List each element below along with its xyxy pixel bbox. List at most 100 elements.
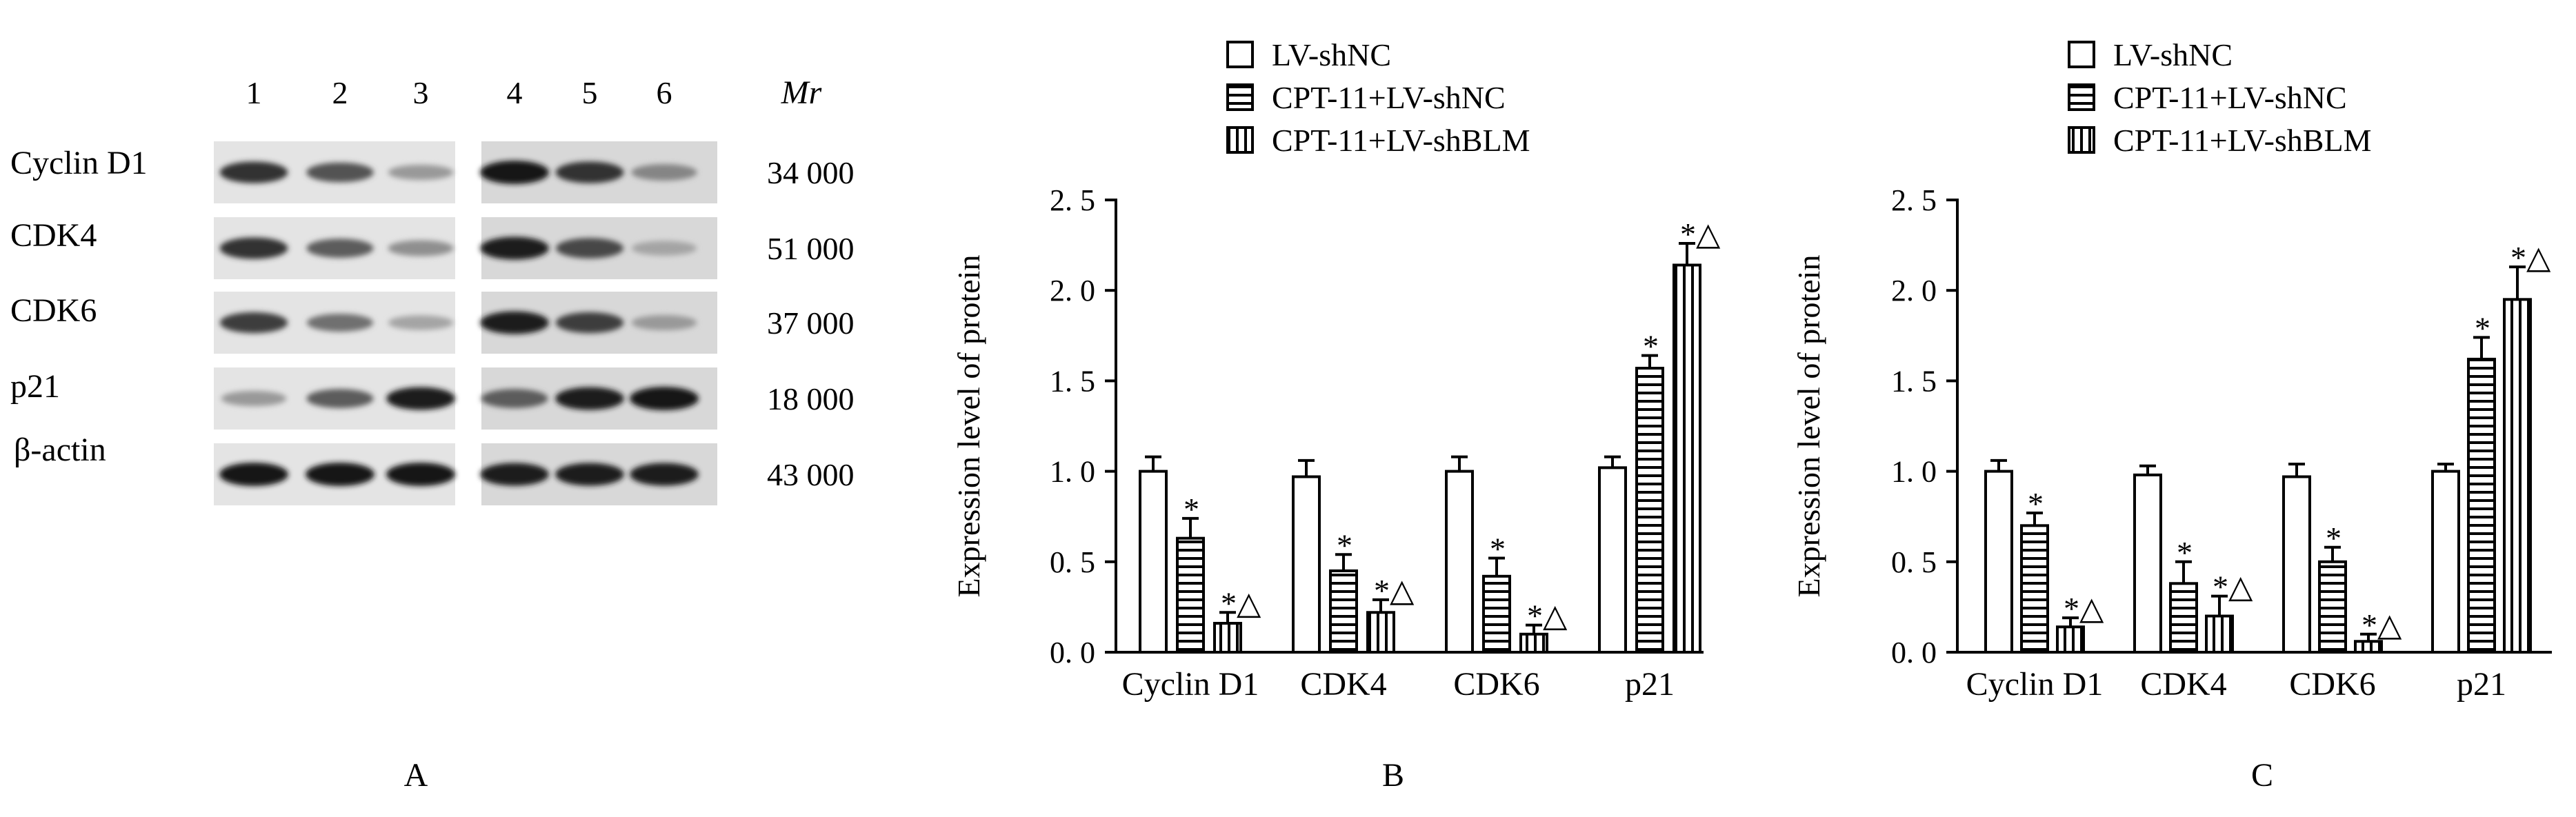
significance-marker: * [2028, 486, 2044, 521]
blot-band [306, 389, 374, 408]
blot-band [306, 463, 375, 486]
blot-band [630, 463, 699, 486]
protein-label: CDK6 [10, 292, 97, 329]
significance-marker: * [2326, 521, 2342, 556]
bar [1519, 632, 1548, 654]
bar [2020, 524, 2049, 654]
y-tick-label: 1. 5 [1050, 364, 1095, 398]
bar [2282, 475, 2311, 654]
bar [1292, 475, 1321, 654]
blot-band [481, 389, 548, 408]
legend-swatch [1226, 126, 1254, 154]
lane-number: 3 [413, 75, 429, 110]
legend-swatch [1226, 41, 1254, 68]
significance-marker: *△ [1374, 573, 1415, 608]
legend-label: LV-shNC [2113, 37, 2233, 72]
blot-band [480, 236, 549, 260]
bar [1366, 611, 1395, 654]
bar [2503, 298, 2532, 654]
blot-band [631, 163, 697, 181]
blot-band [219, 237, 288, 259]
blot-band [219, 463, 288, 486]
legend-label: LV-shNC [1272, 37, 1391, 72]
blot-band [631, 314, 697, 331]
blot-band [631, 241, 697, 256]
lane-number: 4 [507, 75, 523, 110]
blot-band [306, 314, 374, 332]
blot-band [480, 161, 549, 184]
bar [1139, 470, 1168, 654]
blot-band [388, 164, 454, 181]
x-tick-label: CDK6 [2289, 666, 2375, 703]
significance-marker: * [1184, 492, 1199, 527]
bar [2354, 640, 2383, 654]
legend-label: CPT-11+LV-shNC [2113, 80, 2347, 115]
legend-label: CPT-11+LV-shNC [1272, 80, 1506, 115]
bar [1445, 470, 1474, 654]
bar [2056, 625, 2085, 654]
y-tick-label: 0. 0 [1050, 636, 1095, 669]
blot-band [386, 387, 455, 410]
lane-number: 1 [246, 75, 262, 110]
y-tick-label: 1. 0 [1891, 455, 1937, 489]
bar [2133, 473, 2162, 654]
blot-band [630, 387, 699, 410]
x-tick-label: CDK4 [1300, 666, 1386, 703]
significance-marker: * [1643, 329, 1659, 364]
panel-label: B [1382, 757, 1404, 794]
significance-marker: * [2177, 535, 2193, 570]
blot-band [388, 240, 454, 256]
legend-swatch [2068, 83, 2095, 111]
bar [1673, 263, 1701, 654]
y-tick-label: 2. 5 [1891, 183, 1937, 217]
x-tick-label: CDK6 [1453, 666, 1539, 703]
blot-band [306, 162, 374, 183]
western-blot-panel: 1 2 3 4 5 6 Mr Cyclin D1 34 000 CDK4 51 000 CDK6 37 … [10, 74, 855, 505]
blot-band [480, 463, 549, 486]
bar [1329, 569, 1358, 654]
bar-chart-b: LV-shNC CPT-11+LV-shNC CPT-11+LV-shBLM Expr… [951, 37, 1721, 794]
panel-label: C [2251, 757, 2273, 794]
bar [2205, 614, 2234, 654]
bar [2431, 470, 2460, 654]
significance-marker: * [1490, 532, 1506, 567]
significance-marker: * [1337, 527, 1352, 563]
x-tick-label: CDK4 [2140, 666, 2226, 703]
mr-header: Mr [781, 74, 822, 111]
molecular-weight-label: 34 000 [767, 155, 855, 190]
blot-band [219, 312, 288, 334]
significance-marker: * [2475, 310, 2490, 345]
significance-marker: *△ [2064, 591, 2104, 626]
x-tick-label: p21 [2457, 666, 2506, 703]
bar [1482, 574, 1511, 654]
protein-label: β-actin [14, 432, 106, 468]
x-tick-label: Cyclin D1 [1966, 666, 2104, 703]
significance-marker: *△ [2213, 569, 2253, 605]
bar-chart-c: LV-shNC CPT-11+LV-shNC CPT-11+LV-shBLM Expr… [1791, 37, 2552, 794]
bar [1635, 367, 1664, 654]
significance-marker: *△ [2362, 607, 2402, 643]
blot-band [555, 161, 624, 183]
blot-band [386, 463, 455, 486]
panel-label-a: A [404, 757, 428, 794]
protein-label: Cyclin D1 [10, 145, 148, 181]
y-tick-label: 2. 0 [1050, 274, 1095, 307]
lane-number: 5 [582, 75, 598, 110]
molecular-weight-label: 18 000 [767, 381, 855, 416]
molecular-weight-label: 37 000 [767, 305, 855, 341]
legend-label: CPT-11+LV-shBLM [1272, 123, 1530, 158]
legend-label: CPT-11+LV-shBLM [2113, 123, 2371, 158]
legend-swatch [2068, 41, 2095, 68]
y-tick-label: 1. 0 [1050, 455, 1095, 489]
molecular-weight-label: 51 000 [767, 231, 855, 266]
blot-band [388, 315, 454, 330]
blot-band [555, 463, 624, 486]
bar [2169, 582, 2198, 654]
lane-number: 2 [332, 75, 348, 110]
blot-band [221, 390, 287, 407]
bar [1213, 622, 1242, 654]
blot-band [219, 161, 288, 183]
blot-band [306, 239, 374, 258]
y-tick-label: 2. 0 [1891, 274, 1937, 307]
x-tick-label: p21 [1625, 666, 1675, 703]
